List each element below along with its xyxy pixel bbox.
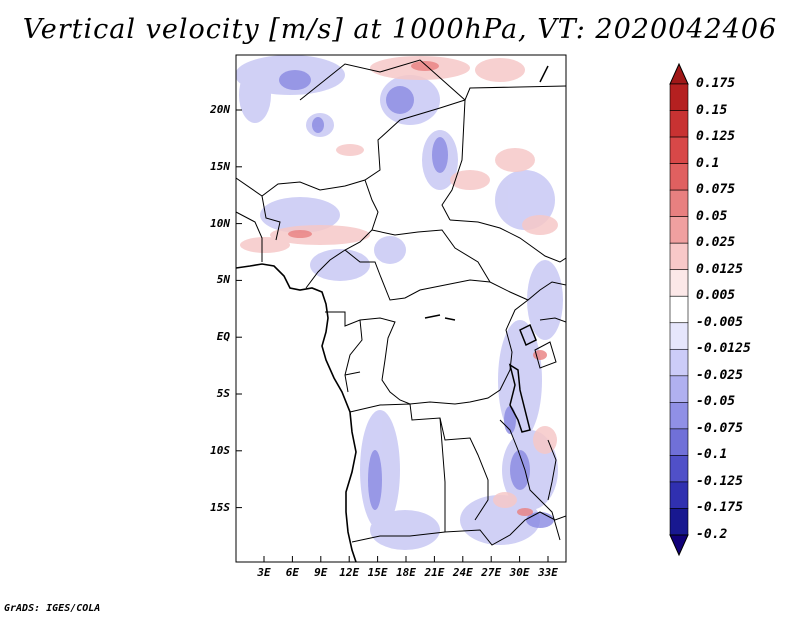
colorbar-label: -0.0125 — [696, 341, 751, 357]
latitude-ticks — [236, 109, 242, 509]
colorbar-segment — [669, 83, 689, 111]
colorbar-label: -0.05 — [696, 394, 736, 410]
lon-label: 33E — [538, 566, 558, 579]
colorbar-segment — [669, 189, 689, 217]
lat-label: 20N — [210, 103, 230, 116]
colorbar-bottom-arrow — [669, 534, 689, 557]
colorbar-segment — [669, 481, 689, 509]
colorbar-segment — [669, 242, 689, 271]
colorbar-segment — [669, 348, 689, 377]
colorbar-label: -0.175 — [696, 500, 743, 516]
lat-label: 15N — [210, 159, 230, 173]
colorbar-label: -0.2 — [696, 527, 728, 542]
colorbar-label: -0.075 — [696, 420, 743, 436]
lon-label: 9E — [314, 566, 328, 579]
colorbar-top-arrow — [669, 62, 689, 85]
lon-label: 3E — [257, 566, 271, 579]
colorbar-label: 0.05 — [696, 208, 728, 224]
lon-label: 30E — [509, 566, 530, 579]
colorbar-segment — [669, 269, 689, 297]
lat-label: 5N — [216, 273, 230, 287]
colorbar-label: 0.005 — [696, 288, 736, 304]
field-shading — [236, 55, 566, 562]
lat-label: EQ — [216, 330, 230, 344]
colorbar-segment — [669, 402, 689, 430]
colorbar-label: 0.0125 — [696, 261, 743, 277]
lon-label: 27E — [481, 566, 502, 579]
map-title: Vertical velocity [m/s] at 1000hPa, VT: … — [22, 14, 778, 45]
colorbar-label: 0.075 — [696, 182, 736, 198]
colorbar-label: -0.1 — [696, 447, 728, 463]
lon-label: 6E — [285, 566, 300, 579]
colorbar-label: -0.125 — [696, 473, 743, 489]
lat-label: 10N — [210, 216, 230, 230]
colorbar-label: -0.025 — [696, 367, 743, 383]
grads-credit: GrADS: IGES/COLA — [4, 603, 101, 614]
colorbar-label: 0.125 — [696, 129, 736, 145]
colorbar-segment — [669, 110, 689, 138]
colorbar-segment — [669, 428, 689, 456]
lon-label: 18E — [396, 566, 416, 579]
colorbar-label: -0.005 — [696, 314, 743, 330]
lon-label: 21E — [424, 566, 445, 579]
colorbar-label: 0.15 — [696, 102, 728, 118]
colorbar-label: 0.025 — [696, 235, 736, 251]
colorbar-segment — [669, 455, 689, 483]
colorbar-segment — [669, 136, 689, 164]
colorbar-segment — [669, 163, 689, 191]
colorbar-segment — [669, 322, 689, 350]
colorbar-label: 0.1 — [696, 155, 720, 171]
lon-label: 15E — [367, 566, 388, 579]
lat-label: 15S — [210, 500, 230, 514]
colorbar-label: 0.175 — [696, 76, 736, 91]
country-borders — [236, 59, 566, 562]
colorbar-segment — [669, 375, 689, 403]
lon-label: 12E — [339, 566, 360, 579]
longitude-ticks — [263, 556, 549, 562]
colorbar-segment — [669, 216, 689, 244]
lat-label: 5S — [216, 387, 230, 400]
colorbar-segment — [669, 508, 689, 536]
colorbar-segment — [669, 295, 689, 324]
colorbar — [669, 62, 689, 557]
lon-label: 24E — [452, 566, 473, 579]
map-frame — [235, 54, 567, 563]
lat-label: 10S — [210, 443, 230, 457]
